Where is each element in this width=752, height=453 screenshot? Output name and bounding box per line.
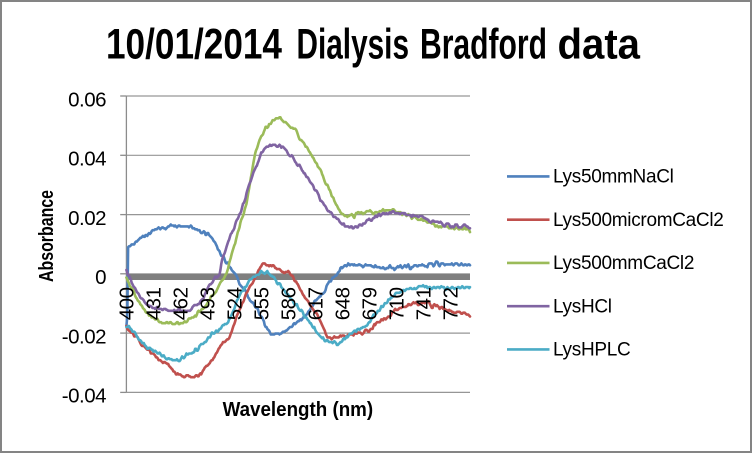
svg-text:431: 431	[143, 287, 166, 320]
svg-text:0.06: 0.06	[68, 88, 106, 111]
svg-text:Absorbance: Absorbance	[36, 190, 58, 282]
svg-text:Bradford: Bradford	[420, 21, 547, 69]
svg-text:LysHCl: LysHCl	[553, 297, 612, 318]
svg-text:10/01/2014: 10/01/2014	[106, 21, 282, 69]
svg-text:524: 524	[224, 287, 247, 320]
svg-text:0.02: 0.02	[68, 207, 106, 230]
svg-text:-0.04: -0.04	[62, 385, 106, 408]
svg-text:679: 679	[358, 287, 381, 320]
svg-text:586: 586	[278, 287, 301, 320]
svg-text:LysHPLC: LysHPLC	[553, 340, 630, 361]
svg-text:0: 0	[95, 266, 106, 289]
svg-text:Wavelength (nm): Wavelength (nm)	[223, 399, 374, 421]
svg-text:555: 555	[251, 287, 274, 320]
svg-text:Lys500micromCaCl2: Lys500micromCaCl2	[553, 210, 724, 231]
svg-text:Lys500mmCaCl2: Lys500mmCaCl2	[553, 253, 694, 274]
svg-text:-0.02: -0.02	[62, 325, 106, 348]
svg-text:Lys50mmNaCl: Lys50mmNaCl	[553, 167, 674, 188]
svg-text:400: 400	[116, 287, 139, 320]
svg-text:710: 710	[385, 287, 408, 320]
svg-text:data: data	[558, 21, 642, 69]
svg-text:741: 741	[412, 287, 435, 320]
svg-text:617: 617	[305, 287, 328, 320]
svg-text:Dialysis: Dialysis	[297, 21, 410, 69]
svg-text:462: 462	[170, 287, 193, 320]
svg-text:493: 493	[197, 287, 220, 320]
svg-text:648: 648	[332, 287, 355, 320]
svg-text:0.04: 0.04	[68, 148, 106, 171]
svg-text:772: 772	[439, 287, 462, 320]
